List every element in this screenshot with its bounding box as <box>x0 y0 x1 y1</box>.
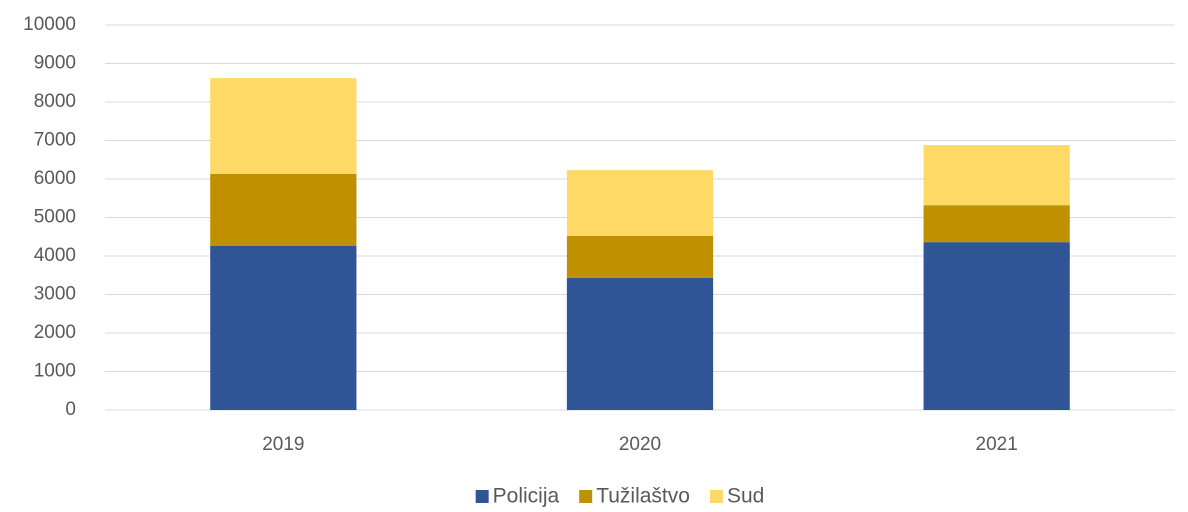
y-tick-label: 1000 <box>34 361 76 382</box>
bar-segment <box>210 78 357 174</box>
bar-segment <box>566 235 714 278</box>
y-tick-label: 8000 <box>34 91 76 112</box>
y-tick-label: 10000 <box>23 14 76 35</box>
y-tick-label: 6000 <box>34 168 76 189</box>
bar-segment <box>210 173 357 246</box>
legend-label: Tužilaštvo <box>596 485 690 508</box>
legend-swatch <box>475 490 489 503</box>
x-tick-label: 2020 <box>619 434 661 455</box>
bar-segment <box>923 145 1070 206</box>
y-tick-label: 4000 <box>34 245 76 266</box>
y-tick-label: 0 <box>65 399 76 420</box>
y-tick-label: 7000 <box>34 130 76 151</box>
bar-segment <box>923 242 1070 410</box>
bar-segment <box>566 170 714 236</box>
bar-segment <box>923 205 1070 243</box>
legend-label: Policija <box>493 485 560 508</box>
legend-swatch <box>579 490 593 503</box>
bar-segment <box>566 277 714 410</box>
y-tick-label: 3000 <box>34 284 76 305</box>
x-tick-label: 2019 <box>262 434 304 455</box>
legend-label: Sud <box>727 485 764 508</box>
y-tick-label: 9000 <box>34 53 76 74</box>
legend-swatch <box>709 490 723 503</box>
y-tick-label: 2000 <box>34 322 76 343</box>
bar-segment <box>210 245 357 410</box>
y-tick-label: 5000 <box>34 207 76 228</box>
x-tick-label: 2021 <box>976 434 1018 455</box>
